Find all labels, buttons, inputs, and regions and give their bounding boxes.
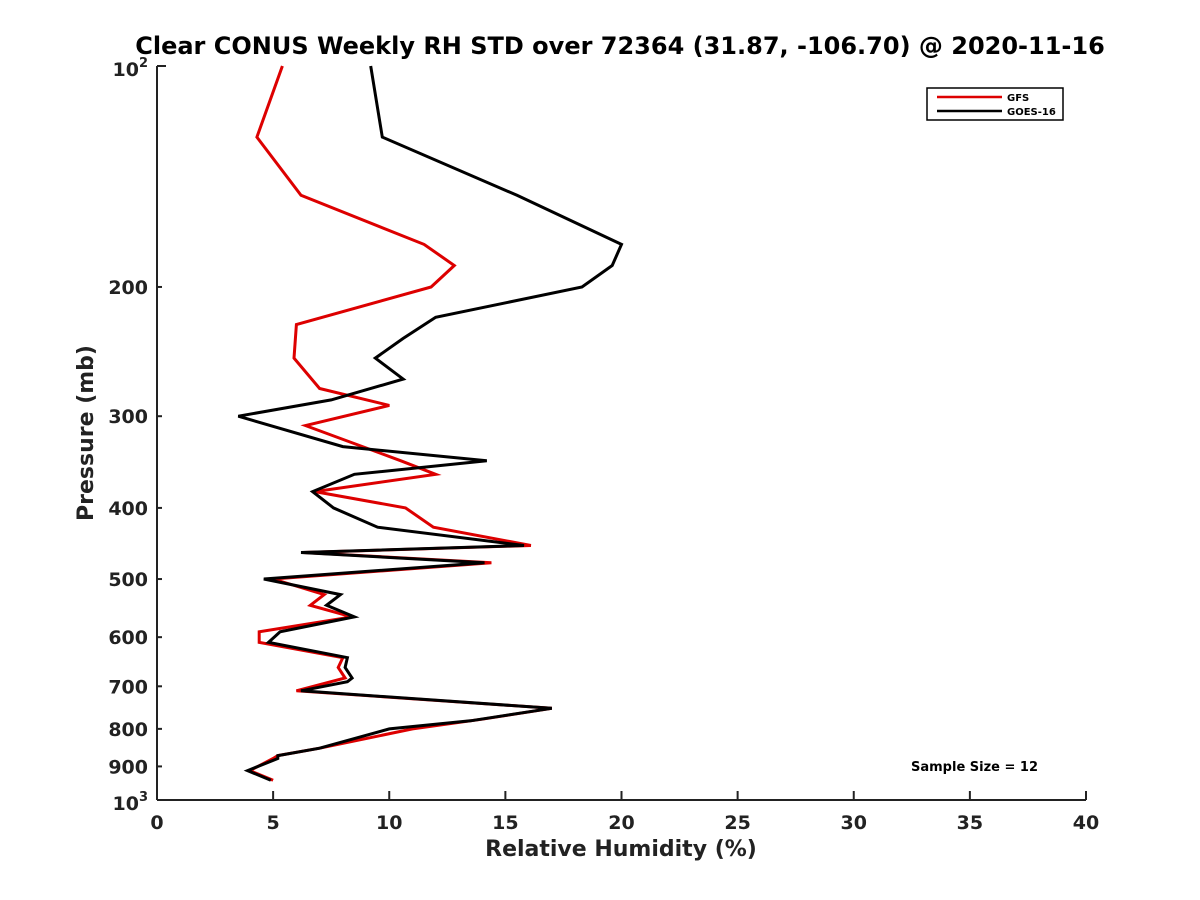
- series-line-gfs: [246, 65, 553, 782]
- x-tick-label: 35: [957, 812, 983, 834]
- y-tick-label: 700: [108, 676, 148, 698]
- x-tick-label: 5: [267, 812, 280, 834]
- y-tick-label: 800: [108, 719, 148, 741]
- y-axis-label: Pressure (mb): [74, 345, 99, 521]
- y-tick-label: 102: [113, 56, 149, 81]
- y-tick-label: 103: [113, 790, 149, 815]
- legend-label-gfs: GFS: [1007, 93, 1029, 104]
- legend: GFS GOES-16: [926, 87, 1064, 121]
- x-tick-label: 0: [150, 812, 163, 834]
- legend-box: [926, 87, 1064, 121]
- x-tick-label: 40: [1073, 812, 1099, 834]
- x-tick-label: 15: [492, 812, 518, 834]
- plot-area: 0 5 10 15 20 25 30 35 40 102 200 300 400 500 600 700 80…: [108, 56, 1099, 834]
- sample-size-annotation: Sample Size = 12: [911, 760, 1038, 775]
- y-tick-label: 200: [108, 277, 148, 299]
- legend-label-goes16: GOES-16: [1007, 107, 1056, 118]
- y-tick-label: 500: [108, 569, 148, 591]
- x-tick-label: 20: [608, 812, 634, 834]
- x-tick-label: 25: [724, 812, 750, 834]
- y-tick-label: 400: [108, 498, 148, 520]
- x-tick-label: 10: [376, 812, 402, 834]
- chart-title: Clear CONUS Weekly RH STD over 72364 (31…: [135, 32, 1105, 60]
- x-axis-label: Relative Humidity (%): [485, 837, 757, 862]
- series-layer: [237, 65, 624, 782]
- y-tick-label: 900: [108, 756, 148, 778]
- y-tick-label: 300: [108, 406, 148, 428]
- y-tick-label: 600: [108, 627, 148, 649]
- series-line-goes16: [237, 65, 624, 782]
- x-tick-label: 30: [841, 812, 867, 834]
- x-ticks: 0 5 10 15 20 25 30 35 40: [150, 791, 1099, 834]
- y-ticks: 102 200 300 400 500 600 700 800 900 103: [108, 56, 166, 815]
